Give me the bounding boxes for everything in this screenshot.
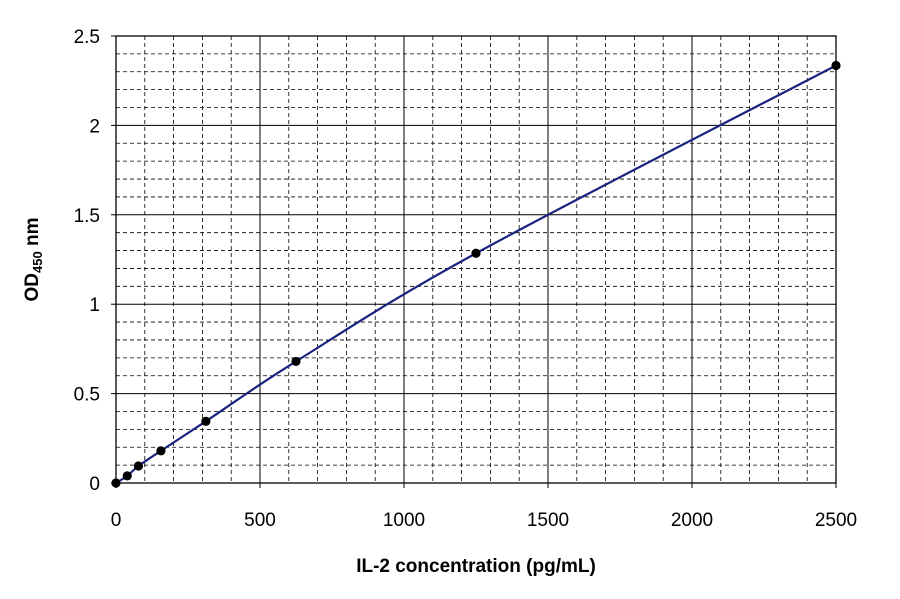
plot-area-frame xyxy=(115,35,837,484)
y-tick-label: 1 xyxy=(89,295,100,316)
x-tick-label: 1500 xyxy=(527,510,569,531)
data-points xyxy=(111,60,841,488)
y-axis-title: OD450 nm xyxy=(22,218,45,302)
y-axis-title-main: OD xyxy=(22,273,43,302)
x-tick-label: 2000 xyxy=(671,510,713,531)
data-point xyxy=(122,471,132,481)
fit-curve-group xyxy=(115,64,837,484)
data-point xyxy=(201,416,211,426)
y-axis-title-subscript: 450 xyxy=(30,251,45,273)
data-point xyxy=(133,461,144,471)
major-gridlines xyxy=(116,36,836,483)
x-tick-label: 500 xyxy=(244,510,276,531)
y-tick-label: 2 xyxy=(89,116,100,137)
x-axis-title: IL-2 concentration (pg/mL) xyxy=(356,556,596,577)
x-tick-label: 1000 xyxy=(383,510,425,531)
y-tick-label: 1.5 xyxy=(74,206,100,227)
minor-gridlines xyxy=(116,36,836,483)
x-tick-label: 0 xyxy=(111,510,122,531)
data-point xyxy=(291,356,301,367)
y-axis-title-suffix: nm xyxy=(22,218,43,252)
fit-curve xyxy=(115,64,837,484)
y-tick-label: 2.5 xyxy=(74,27,100,48)
y-tick-label: 0 xyxy=(89,474,100,495)
data-point xyxy=(156,446,166,456)
x-axis-tick-labels: 0 500 1000 1500 2000 2500 xyxy=(111,483,857,531)
y-tick-label: 0.5 xyxy=(74,385,100,406)
y-axis-tick-labels: 0 0.5 1 1.5 2 2.5 xyxy=(74,27,116,495)
x-tick-label: 2500 xyxy=(815,510,857,531)
data-point xyxy=(471,248,481,258)
data-point xyxy=(831,60,841,71)
